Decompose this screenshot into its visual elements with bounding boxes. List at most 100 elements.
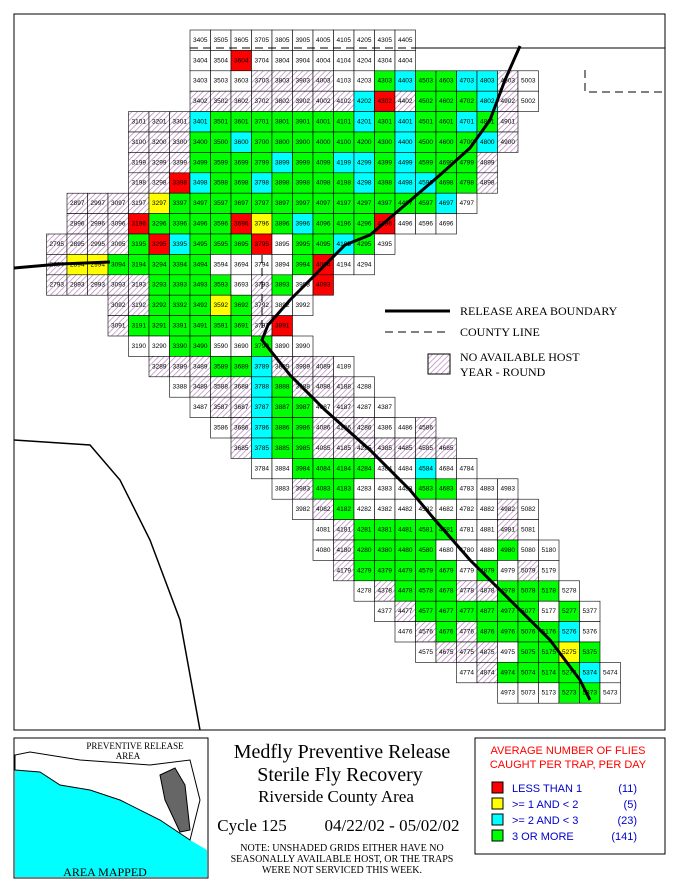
grid-cell: 4196: [333, 213, 355, 235]
grid-cell: 4881: [476, 519, 498, 541]
county-line: [584, 70, 665, 93]
cell-label: 3396: [173, 221, 188, 228]
cell-label: 3591: [214, 323, 229, 330]
grid-cell: 4901: [497, 111, 519, 133]
grid-cell: 3890: [271, 335, 293, 357]
cell-label: 4779: [460, 567, 475, 574]
cell-label: 3293: [152, 282, 167, 289]
cell-label: 5274: [562, 669, 577, 676]
cell-label: 5174: [542, 669, 557, 676]
cell-label: 3983: [296, 486, 311, 493]
grid-cell: 3299: [148, 152, 170, 174]
grid-cell: 3300: [169, 131, 191, 153]
grid-cell: 3499: [189, 152, 211, 174]
cell-label: 4200: [357, 139, 372, 146]
cell-label: 5473: [603, 690, 618, 697]
grid-cell: 3787: [251, 396, 273, 418]
cell-label: 3803: [275, 78, 290, 85]
cell-label: 4575: [419, 649, 434, 656]
cell-label: 3886: [275, 425, 290, 432]
cell-label: 4480: [398, 547, 413, 554]
cell-label: 2994: [91, 261, 106, 268]
cell-label: 4082: [316, 506, 331, 513]
grid-cell: 3093: [107, 274, 129, 296]
cell-label: 3395: [173, 241, 188, 248]
cell-box: [353, 254, 375, 276]
cell-label: 3901: [296, 119, 311, 126]
cell-label: 5176: [542, 629, 557, 636]
legend-text: YEAR - ROUND: [460, 365, 546, 379]
legend-frame: [474, 737, 666, 855]
cell-label: 4901: [501, 119, 516, 126]
grid-cell: 4103: [333, 70, 355, 92]
grid-cell: 4683: [435, 478, 457, 500]
grid-cell: 3698: [230, 172, 252, 194]
cell-label: 3091: [111, 323, 126, 330]
cell-label: 4385: [378, 445, 393, 452]
grid-cell: 4974: [497, 662, 519, 684]
cell-label: 3196: [132, 221, 147, 228]
grid-cell: 4288: [353, 376, 375, 398]
cell-label: 3195: [132, 241, 147, 248]
grid-cell: 5374: [579, 662, 601, 684]
grid-cell: 3192: [128, 294, 150, 316]
grid-cell: 4586: [415, 417, 437, 439]
cell-label: 4681: [439, 527, 454, 534]
grid-cell: 3703: [251, 70, 273, 92]
cell-label: 3687: [234, 404, 249, 411]
cell-label: 3297: [152, 200, 167, 207]
grid-cell: 4778: [456, 580, 478, 602]
cell-label: 4503: [419, 78, 434, 85]
cell-label: 3897: [275, 200, 290, 207]
grid-cell: 3784: [251, 458, 273, 480]
grid-cell: 3400: [189, 131, 211, 153]
cell-label: 3394: [173, 261, 188, 268]
cell-label: 4084: [316, 465, 331, 472]
cell-label: 5277: [562, 608, 577, 615]
grid-cell: 3902: [292, 90, 314, 112]
grid-cell: 3884: [271, 458, 293, 480]
cell-box: [312, 274, 334, 296]
grid-cell: 4179: [333, 560, 355, 582]
grid-cell: 4486: [394, 417, 416, 439]
grid-cell: 3393: [169, 274, 191, 296]
cell-label: 3401: [193, 119, 208, 126]
grid-cell: 4875: [476, 641, 498, 663]
cell-label: 5081: [521, 527, 536, 534]
cell-label: 4679: [439, 567, 454, 574]
mapped-area: [159, 767, 191, 833]
grid-cell: 3097: [107, 192, 129, 214]
cell-label: 4976: [501, 629, 516, 636]
cell-label: 4799: [460, 159, 475, 166]
grid-cell: 4197: [333, 192, 355, 214]
cell-label: 3902: [296, 98, 311, 105]
cell-label: 4386: [378, 425, 393, 432]
cell-label: 5373: [583, 690, 598, 697]
cell-box: [435, 213, 457, 235]
grid-cell: 4284: [353, 458, 375, 480]
grid-cell: 4104: [333, 50, 355, 72]
cell-label: 4703: [460, 78, 475, 85]
grid-cell: 3290: [148, 335, 170, 357]
cell-label: 5003: [521, 78, 536, 85]
grid-cell: 5275: [558, 641, 580, 663]
grid-cell: 2895: [66, 233, 88, 255]
grid-cell: 3491: [189, 315, 211, 337]
grid-cell: 4775: [456, 641, 478, 663]
cell-label: 4879: [480, 567, 495, 574]
cell-label: 3490: [193, 343, 208, 350]
cell-label: 3095: [111, 241, 126, 248]
cell-label: 3701: [255, 119, 270, 126]
grid-cell: 3600: [230, 131, 252, 153]
cell-label: 5180: [542, 547, 557, 554]
grid-cell: 3292: [148, 294, 170, 316]
grid-cell: 3502: [210, 90, 232, 112]
cell-label: 3898: [275, 180, 290, 187]
grid-cell: 4600: [435, 131, 457, 153]
legend-swatch: [491, 797, 504, 810]
grid-cell: 3487: [189, 396, 211, 418]
cell-label: 4080: [316, 547, 331, 554]
grid-cell: 4098: [312, 172, 334, 194]
cell-label: 4482: [398, 506, 413, 513]
cell-label: 4189: [337, 363, 352, 370]
